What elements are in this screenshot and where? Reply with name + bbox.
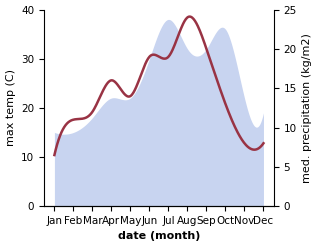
Y-axis label: med. precipitation (kg/m2): med. precipitation (kg/m2) — [302, 33, 313, 183]
Y-axis label: max temp (C): max temp (C) — [5, 69, 16, 146]
X-axis label: date (month): date (month) — [118, 231, 200, 242]
